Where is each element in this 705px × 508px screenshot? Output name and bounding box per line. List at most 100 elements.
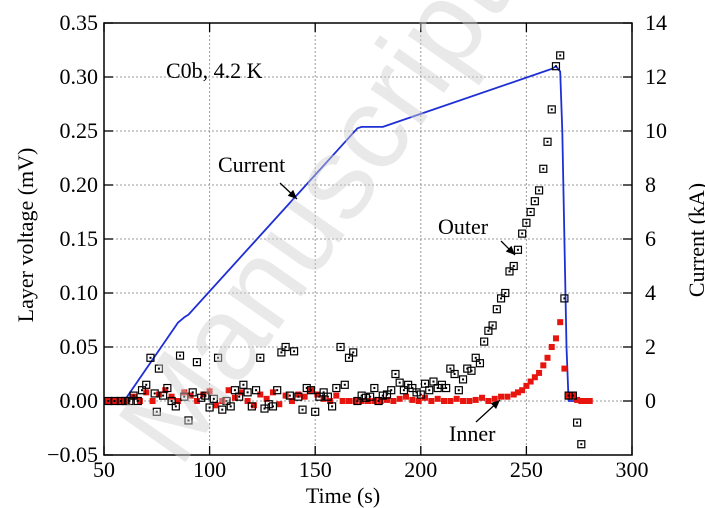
inner-point (339, 398, 346, 404)
outer-point-dot (453, 373, 456, 375)
outer-point (442, 383, 451, 393)
inner-point (447, 398, 454, 404)
y2-axis-label: Current (kA) (684, 183, 705, 297)
outer-point (226, 402, 235, 411)
outer-point (213, 353, 223, 362)
inner-point (510, 391, 517, 398)
inner-point (124, 398, 131, 404)
outer-point-dot (529, 211, 532, 213)
outer-point (142, 380, 151, 389)
outer-point-dot (157, 367, 160, 370)
outer-point (306, 386, 316, 395)
inner-point (390, 398, 397, 404)
outer-point-dot (495, 308, 498, 311)
outer-point (167, 396, 176, 406)
inner-point (428, 398, 435, 404)
inner-point (257, 391, 264, 398)
outer-point-dot (546, 140, 549, 143)
outer-point (137, 386, 147, 395)
outer-point (551, 62, 561, 71)
outer-point-dot (554, 65, 557, 68)
inner-point (130, 393, 137, 400)
outer-point-dot (360, 394, 363, 397)
outer-point (458, 375, 468, 384)
inner-point (345, 398, 352, 404)
outer-point (387, 386, 396, 395)
outer-point (467, 366, 476, 375)
outer-point-dot (424, 382, 427, 385)
outer-point (399, 386, 409, 395)
outer-point-dot (217, 356, 220, 359)
inner-point (384, 396, 391, 403)
outer-point-dot (347, 356, 350, 359)
inner-point (582, 398, 589, 404)
outer-point-dot (386, 393, 389, 396)
inner-point (434, 395, 441, 402)
outer-point-dot (462, 378, 465, 381)
outer-point-dot (483, 340, 486, 343)
inner-point (552, 335, 559, 342)
outer-point-dot (339, 346, 342, 348)
outer-point (361, 393, 370, 402)
inner-point (536, 369, 543, 376)
y-tick-label: 0.05 (60, 334, 99, 359)
outer-point (205, 403, 214, 412)
outer-point-dot (162, 394, 165, 397)
x-axis-label: Time (s) (306, 483, 380, 508)
inner-point (295, 391, 302, 398)
outer-point (159, 391, 168, 400)
outer-point (281, 342, 290, 352)
outer-point-dot (293, 350, 296, 353)
outer-point (230, 386, 240, 395)
outer-point (302, 383, 311, 393)
outer-point-dot (250, 405, 253, 408)
outer-point-dot (364, 396, 367, 399)
outer-point (277, 348, 286, 357)
outer-point (273, 386, 282, 395)
outer-point-dot (242, 383, 245, 386)
current-arrow-head (287, 189, 297, 199)
outer-point-dot (280, 351, 283, 354)
outer-point (344, 353, 354, 362)
outer-point (129, 391, 138, 400)
outer-point-dot (174, 405, 177, 408)
outer-point (501, 288, 510, 298)
outer-point-dot (356, 400, 359, 402)
outer-point (192, 358, 202, 367)
outer-point-dot (263, 407, 266, 410)
outer-point-dot (128, 400, 131, 402)
outer-point (412, 388, 421, 397)
outer-point-dot (538, 189, 541, 192)
inner-point (333, 392, 340, 399)
outer-point (471, 353, 480, 362)
outer-point (332, 383, 341, 393)
outer-point (429, 377, 438, 386)
outer-point (496, 294, 506, 303)
outer-point-dot (440, 383, 443, 386)
annotations: Current Outer Inner (218, 152, 516, 446)
y-tick-label: 0.00 (60, 388, 99, 413)
annotation-title: C0b, 4.2 K (166, 58, 263, 83)
outer-point-dot (212, 397, 215, 400)
outer-point (104, 396, 113, 406)
outer-point-dot (314, 410, 317, 413)
outer-point (366, 392, 375, 401)
inner-point (548, 344, 555, 350)
inner-point (415, 398, 422, 404)
outer-point-dot (267, 403, 270, 406)
inner-point (314, 391, 321, 398)
outer-point-dot (284, 346, 287, 348)
outer-point-dot (428, 389, 431, 392)
series-current (104, 65, 590, 402)
inner-point (358, 398, 365, 404)
outer-point (251, 386, 261, 395)
inner-point (544, 354, 551, 361)
outer-point-dot (297, 395, 300, 398)
outer-point (152, 407, 161, 416)
outer-point-dot (474, 356, 477, 359)
y2-tick-label: 4 (645, 280, 656, 305)
outer-point-dot (512, 265, 515, 267)
outer-point (239, 380, 248, 389)
outer-point-dot (153, 392, 156, 395)
inner-point (225, 387, 232, 394)
